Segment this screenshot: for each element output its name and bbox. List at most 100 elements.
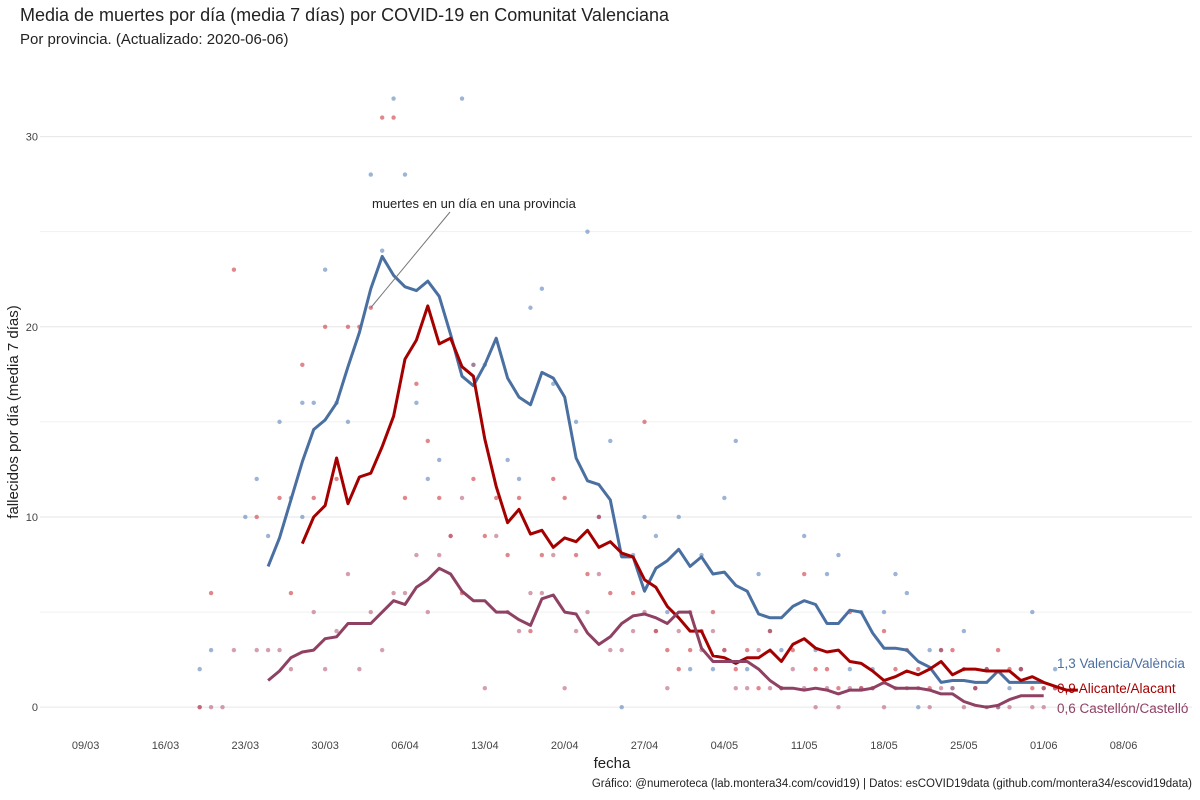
alicante-point: [687, 647, 693, 653]
castellon-point: [722, 647, 727, 653]
alicante-line: [300, 304, 1078, 692]
x-tick-label: 13/04: [471, 740, 499, 752]
castellon-point: [288, 666, 294, 672]
alicante-point: [322, 324, 328, 329]
valencia-point: [277, 419, 282, 425]
alicante-point: [938, 647, 944, 653]
alicante-point: [1030, 685, 1035, 691]
castellon-point: [254, 647, 259, 653]
valencia-point: [642, 514, 647, 520]
castellon-point: [1030, 704, 1035, 710]
valencia-point: [893, 571, 898, 577]
x-tick-label: 09/03: [72, 740, 100, 752]
valencia-point: [459, 96, 465, 101]
valencia-point: [573, 419, 579, 425]
x-tick-label: 30/03: [311, 740, 339, 752]
alicante-point: [311, 495, 316, 501]
valencia-point: [1030, 609, 1035, 615]
castellon-point: [1041, 704, 1046, 710]
valencia-point: [779, 647, 784, 653]
valencia-point: [836, 552, 841, 558]
valencia-point: [744, 666, 750, 672]
x-axis-title: fecha: [594, 755, 631, 772]
alicante-point: [516, 495, 522, 501]
alicante-point: [824, 666, 830, 672]
alicante-point: [710, 609, 716, 615]
valencia-point: [437, 457, 442, 463]
castellon-point: [938, 685, 944, 691]
valencia-point: [687, 666, 693, 672]
castellon-point: [482, 685, 488, 691]
castellon-point: [220, 704, 225, 710]
alicante-point: [733, 666, 738, 672]
castellon-point: [676, 628, 681, 634]
alicante-point: [596, 514, 602, 520]
y-axis-ticks: 0 10 20 30: [26, 132, 38, 715]
x-tick-label: 01/06: [1030, 740, 1058, 752]
y-tick-label: 0: [32, 702, 38, 714]
alicante-point: [836, 685, 841, 691]
castellon-point: [437, 552, 442, 558]
castellon-point: [459, 495, 465, 501]
valencia-point: [733, 438, 738, 444]
x-tick-label: 16/03: [152, 740, 180, 752]
alicante-point: [756, 685, 761, 691]
valencia-point: [311, 400, 316, 406]
castellon-point: [425, 609, 431, 615]
castellon-point: [653, 628, 659, 634]
x-tick-label: 18/05: [870, 740, 898, 752]
valencia-point: [379, 248, 385, 253]
castellon-point: [973, 685, 978, 691]
y-axis-title: fallecidos por día (media 7 días): [5, 305, 22, 518]
castellon-point: [516, 628, 522, 634]
castellon-point: [596, 571, 602, 577]
valencia-point: [505, 457, 510, 463]
castellon-point: [311, 609, 316, 615]
castellon-point: [277, 647, 282, 653]
valencia-point: [653, 533, 659, 539]
castellon-point: [208, 704, 214, 710]
alicante-point: [642, 419, 647, 425]
castellon-point: [402, 590, 408, 596]
castellon-point: [665, 685, 670, 691]
valencia-point: [916, 704, 921, 710]
castellon-point: [608, 647, 613, 653]
valencia-point: [847, 666, 853, 672]
x-tick-label: 06/04: [391, 740, 419, 752]
x-axis-ticks: 09/03 16/03 23/03 30/03 06/04 13/04 20/04 27/04…: [72, 740, 1137, 752]
alicante-point: [345, 324, 351, 329]
castellon-point: [494, 533, 499, 539]
castellon-point: [813, 704, 818, 710]
y-tick-label: 20: [26, 322, 38, 334]
alicante-point: [676, 666, 681, 672]
alicante-point: [881, 628, 887, 634]
castellon-point: [1018, 666, 1024, 672]
alicante-point: [471, 476, 476, 482]
alicante-point: [608, 590, 613, 596]
castellon-point: [345, 571, 351, 577]
annotation-leader-line: [370, 211, 451, 309]
valencia-point: [619, 704, 624, 710]
alicante-end-label: 0,9 Alicante/Alacant: [1057, 681, 1176, 696]
castellon-point: [368, 609, 373, 615]
alicante-point: [790, 647, 795, 653]
castellon-point: [528, 590, 533, 596]
alicante-point: [630, 590, 636, 596]
castellon-point: [231, 647, 237, 653]
castellon-point: [744, 685, 750, 691]
y-tick-label: 30: [26, 132, 38, 144]
valencia-point: [1007, 685, 1012, 691]
alicante-point: [767, 628, 773, 634]
valencia-point: [608, 438, 613, 444]
valencia-point: [676, 514, 681, 520]
alicante-point: [300, 362, 305, 368]
valencia-point: [710, 666, 716, 672]
castellon-point: [790, 666, 795, 672]
valencia-point: [300, 400, 305, 406]
valencia-point: [904, 590, 910, 596]
castellon-point: [767, 685, 773, 691]
alicante-point: [288, 590, 294, 596]
castellon-point: [265, 647, 271, 653]
castellon-point: [836, 704, 841, 710]
